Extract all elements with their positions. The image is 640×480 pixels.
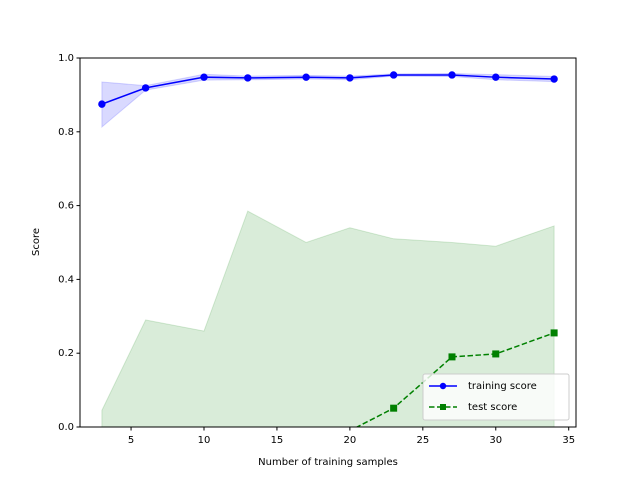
data-point — [492, 350, 500, 358]
y-tick-label: 1.0 — [58, 53, 74, 64]
data-point — [550, 329, 558, 337]
x-tick-label: 5 — [128, 435, 134, 446]
x-tick-label: 10 — [198, 435, 211, 446]
data-point — [550, 75, 558, 83]
x-axis-label: Number of training samples — [258, 457, 398, 468]
x-tick-label: 15 — [271, 435, 284, 446]
legend-label: test score — [468, 402, 517, 413]
plot-area — [98, 71, 558, 427]
y-tick-label: 0.2 — [58, 348, 74, 359]
data-point — [492, 73, 500, 81]
data-point — [448, 353, 456, 361]
x-tick-label: 25 — [416, 435, 429, 446]
y-tick-label: 0.0 — [58, 422, 74, 433]
series-line — [101, 74, 555, 105]
legend-label: training score — [468, 381, 537, 392]
legend-marker — [439, 382, 447, 390]
data-point — [390, 404, 398, 412]
data-point — [346, 74, 354, 82]
data-point — [448, 71, 456, 79]
data-point — [244, 74, 252, 82]
confidence-band — [101, 210, 555, 427]
x-tick-label: 20 — [344, 435, 357, 446]
data-point — [389, 71, 398, 79]
data-point — [200, 73, 208, 81]
data-point — [302, 73, 310, 81]
y-axis-label: Score — [31, 228, 42, 256]
y-tick-label: 0.8 — [58, 127, 74, 138]
y-tick-label: 0.4 — [58, 274, 74, 285]
data-point — [141, 84, 150, 92]
legend: training score test score — [422, 373, 570, 421]
legend-marker — [440, 404, 446, 410]
data-point — [98, 100, 106, 108]
axes-frame — [79, 57, 577, 428]
legend-frame — [422, 373, 570, 421]
y-tick-label: 0.6 — [58, 201, 74, 212]
x-tick-label: 30 — [489, 435, 502, 446]
x-tick-label: 35 — [562, 435, 575, 446]
